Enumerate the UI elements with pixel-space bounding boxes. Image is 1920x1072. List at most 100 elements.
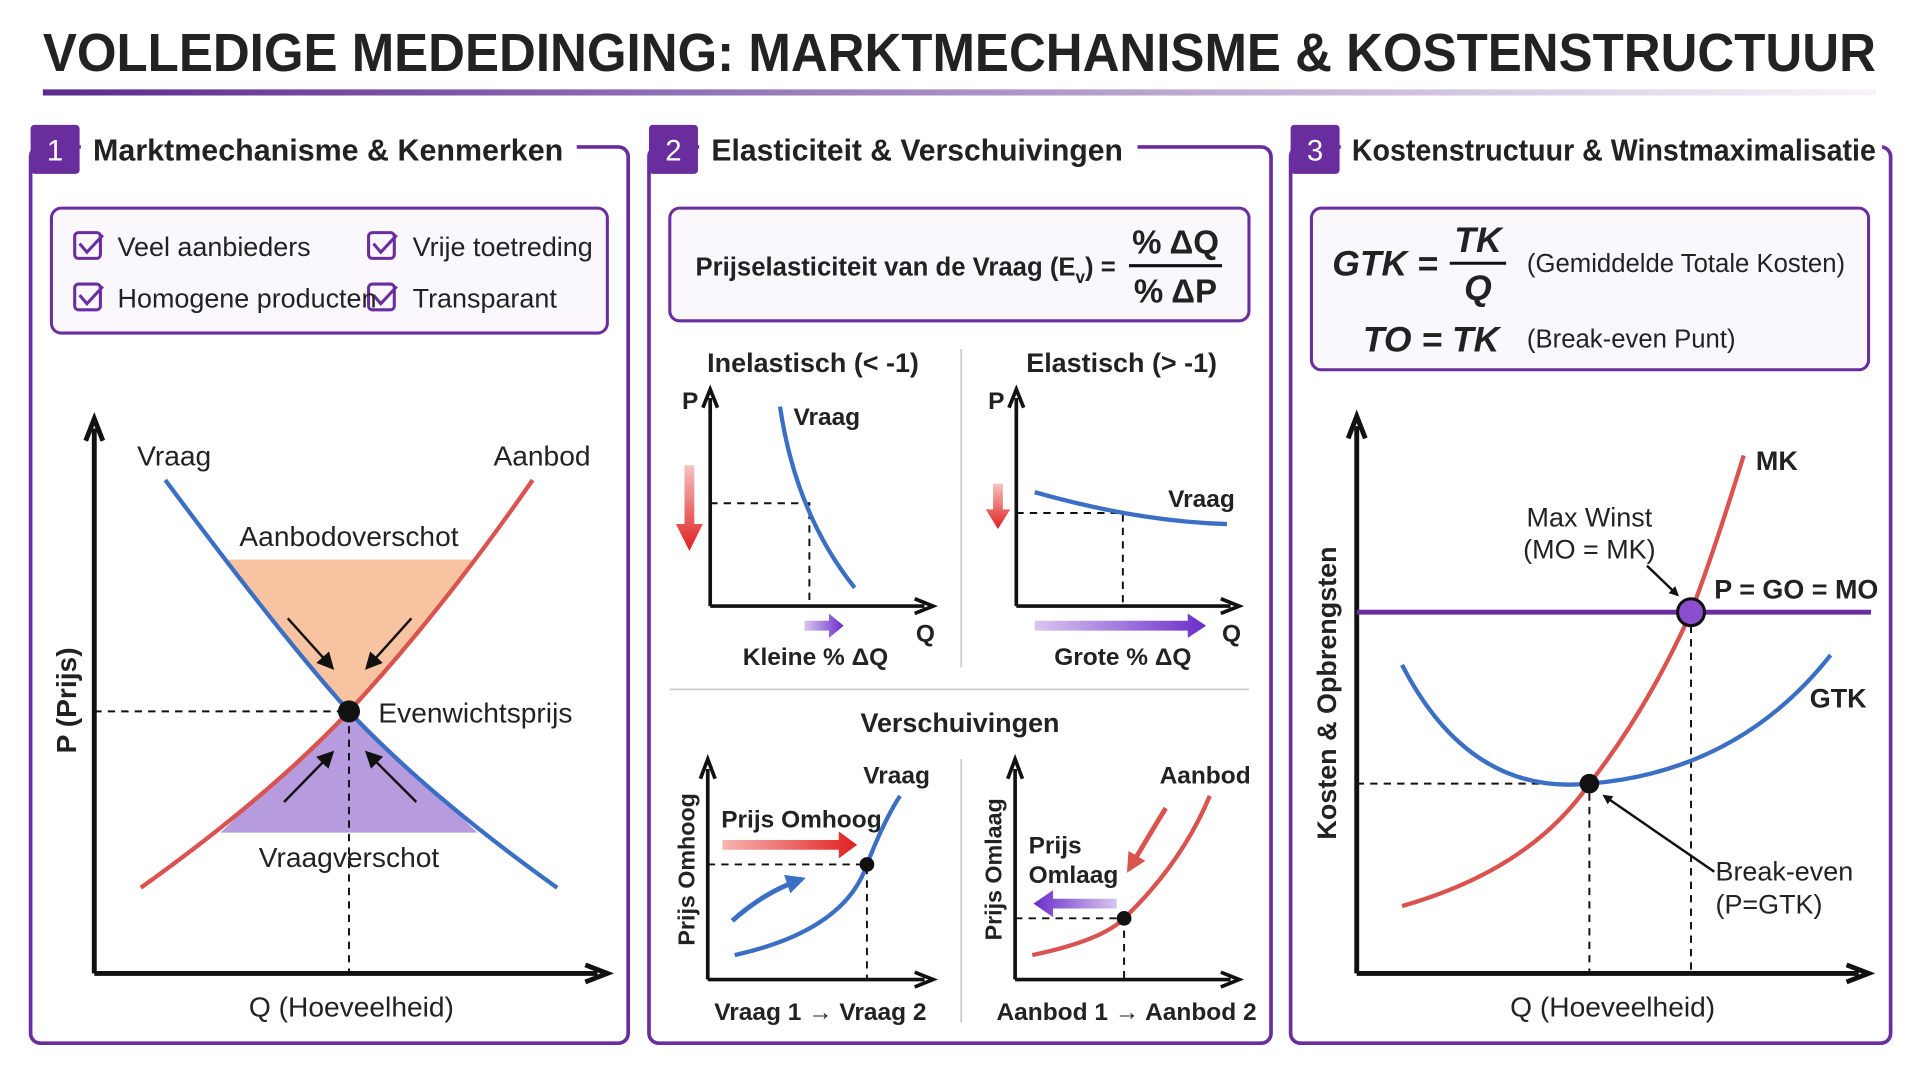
- mk-curve: [1401, 454, 1746, 909]
- shift-arrow: [730, 874, 806, 923]
- pointer: [1646, 564, 1679, 597]
- y-axis-label: Prijs Omhoog: [673, 793, 699, 945]
- demand-curve: [1034, 490, 1227, 527]
- pointer: [1602, 794, 1715, 873]
- annotation: Max Winst: [1527, 503, 1653, 533]
- price-arrow: [722, 831, 858, 859]
- annotation: (P=GTK): [1716, 889, 1823, 919]
- badge: [648, 124, 698, 174]
- demand-curve: [734, 794, 902, 958]
- curve-label: Aanbod: [1160, 763, 1251, 790]
- badge-number: 2: [665, 134, 681, 167]
- badge: [1290, 124, 1340, 174]
- curve-label: Vraag: [863, 763, 930, 790]
- formula-text: Prijselasticiteit van de Vraag (E: [696, 254, 1076, 282]
- demand-curve: [777, 406, 857, 590]
- guides: [710, 502, 811, 607]
- equilibrium-point: [337, 700, 360, 723]
- formula-note: (Gemiddelde Totale Kosten): [1527, 250, 1845, 278]
- pressure-arrows: [283, 617, 418, 803]
- x-axis-label: Q (Hoeveelheid): [249, 991, 454, 1022]
- annotation: (MO = MK): [1523, 534, 1655, 564]
- formula-denominator: % ΔP: [1134, 273, 1217, 310]
- arrow-label: Kleine % ΔQ: [743, 644, 888, 671]
- equilibrium-guides: [94, 710, 350, 974]
- annotation: Break-even: [1716, 856, 1854, 886]
- quantity-arrow: [1034, 613, 1207, 638]
- curve-label: MK: [1756, 446, 1798, 476]
- arrow-label: Omlaag: [1029, 862, 1119, 889]
- point: [859, 857, 875, 872]
- title-gap: [1340, 122, 1883, 172]
- check-item: Vrije toetreding: [413, 232, 593, 262]
- line-label: P = GO = MO: [1714, 575, 1878, 605]
- curve-label: Vraag: [1168, 486, 1235, 513]
- axis-letter: Q: [916, 621, 935, 648]
- axis-letter: P: [682, 388, 698, 415]
- caption: Aanbod 1 → Aanbod 2: [996, 999, 1256, 1026]
- axes: [83, 412, 615, 985]
- point-label: Evenwichtsprijs: [378, 697, 572, 728]
- surplus-area: [222, 559, 478, 712]
- formula-box: [1309, 206, 1871, 372]
- panel-title: Kostenstructuur & Winstmaximalisatie: [1352, 133, 1876, 167]
- axis-letter: P: [988, 388, 1004, 415]
- shift-arrow: [1126, 806, 1168, 873]
- check-item: Homogene producten: [118, 283, 377, 313]
- caption: Vraag 1 → Vraag 2: [714, 999, 926, 1026]
- price-arrow: [675, 465, 703, 551]
- formula-numerator: % ΔQ: [1132, 224, 1219, 261]
- section-title: Verschuivingen: [860, 708, 1059, 738]
- formula: TO = TK: [1363, 319, 1502, 359]
- formula-box: [668, 206, 1251, 323]
- curve-label: Vraag: [137, 440, 211, 471]
- arrow-label: Prijs: [1029, 832, 1082, 859]
- page-title: VOLLEDIGE MEDEDINGING: MARKTMECHANISME &…: [43, 23, 1876, 83]
- y-axis-label: P (Prijs): [51, 647, 82, 753]
- subchart-title: Inelastisch (< -1): [707, 348, 919, 378]
- panel-title: Marktmechanisme & Kenmerken: [93, 133, 563, 167]
- checklist-box: [49, 206, 609, 335]
- guides: [1016, 512, 1124, 607]
- subchart-title: Elastisch (> -1): [1026, 348, 1217, 378]
- axis-letter: Q: [1222, 621, 1241, 648]
- panel-title: Elasticiteit & Verschuivingen: [711, 133, 1122, 167]
- region-label: Aanbodoverschot: [239, 521, 458, 552]
- formula-numerator: TK: [1454, 220, 1504, 260]
- badge-number: 3: [1307, 134, 1323, 167]
- max-profit-point: [1676, 597, 1707, 628]
- curve-label: Vraag: [793, 404, 860, 431]
- price-arrow: [1033, 890, 1117, 918]
- guides: [707, 863, 868, 980]
- checkboxes: [73, 231, 398, 312]
- axes: [1007, 384, 1245, 616]
- arrow-label: Prijs Omhoog: [721, 807, 881, 834]
- formula-subscript: v: [1076, 267, 1086, 287]
- x-axis-label: Q (Hoeveelheid): [1510, 991, 1715, 1022]
- badge: [30, 124, 80, 174]
- formula: GTK =: [1332, 244, 1438, 284]
- axes: [1345, 409, 1876, 985]
- price-arrow: [985, 483, 1011, 529]
- formula-note: (Break-even Punt): [1527, 326, 1736, 354]
- break-even-point: [1579, 773, 1600, 794]
- region-label: Vraagverschot: [259, 842, 440, 873]
- curve-label: Aanbod: [493, 440, 590, 471]
- formula-denominator: Q: [1464, 268, 1492, 308]
- arrow-label: Grote % ΔQ: [1054, 644, 1191, 671]
- title-gap: [699, 122, 1138, 172]
- check-item: Transparant: [413, 283, 558, 313]
- point: [1116, 910, 1132, 926]
- axes: [701, 384, 939, 616]
- formula-close: ) =: [1085, 254, 1116, 282]
- quantity-arrow: [804, 613, 844, 638]
- y-axis-label: Kosten & Opbrengsten: [1312, 546, 1342, 839]
- curve-label: GTK: [1810, 684, 1867, 714]
- title-underline: [42, 89, 1876, 96]
- title-gap: [80, 122, 577, 172]
- check-item: Veel aanbieders: [118, 232, 311, 262]
- badge-number: 1: [47, 134, 63, 167]
- axes: [698, 753, 939, 989]
